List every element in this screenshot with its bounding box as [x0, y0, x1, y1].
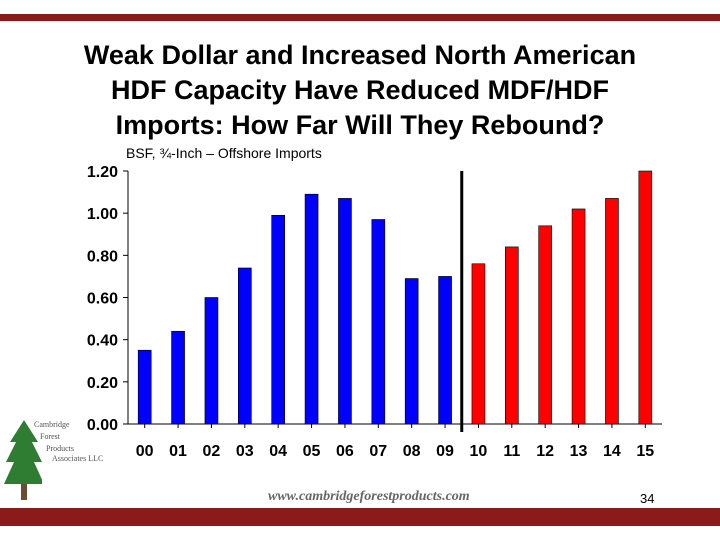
website-link[interactable]: www.cambridgeforestproducts.com: [268, 489, 470, 504]
y-tick-label: 1.20: [87, 164, 118, 181]
x-tick-label: 03: [236, 443, 254, 460]
title-line-2: HDF Capacity Have Reduced MDF/HDF: [110, 75, 610, 105]
company-logo: Cambridge Forest Products Associates LLC: [0, 412, 115, 504]
x-tick-label: 00: [136, 443, 154, 460]
x-tick-label: 10: [470, 443, 488, 460]
y-tick-label: 0.80: [87, 248, 118, 265]
tree-icon: [4, 420, 42, 500]
actual-bar: [137, 349, 152, 425]
actual-bar: [204, 297, 219, 425]
chart-subtitle: BSF, ¾-Inch – Offshore Imports: [126, 145, 322, 161]
forecast-bar: [571, 208, 586, 425]
actual-bar: [304, 193, 319, 425]
x-tick-label: 14: [603, 443, 621, 460]
logo-line-1: Cambridge: [34, 420, 70, 429]
y-tick-label: 0.20: [87, 375, 118, 392]
forecast-bar: [605, 198, 619, 425]
y-tick-label: 0.60: [87, 291, 118, 308]
y-tick-label: 0.40: [87, 333, 118, 350]
x-tick-label: 13: [570, 443, 588, 460]
x-tick-label: 15: [636, 443, 654, 460]
forecast-bar: [471, 263, 486, 425]
forecast-bar: [538, 225, 552, 425]
title-line-3: Imports: How Far Will They Rebound?: [115, 110, 605, 140]
actual-bar: [338, 198, 352, 425]
actual-bar: [371, 219, 386, 425]
top-accent-bar: [0, 14, 720, 21]
y-tick-label: 0.00: [87, 417, 118, 434]
x-tick-label: 11: [503, 443, 520, 460]
x-tick-label: 02: [203, 443, 221, 460]
logo-line-4: Associates LLC: [52, 454, 104, 463]
actual-bar: [271, 214, 285, 425]
x-tick-label: 08: [403, 443, 421, 460]
actual-bar: [238, 267, 252, 425]
forecast-bar: [638, 170, 653, 425]
logo-line-2: Forest: [40, 432, 60, 441]
page-number: 34: [640, 491, 655, 506]
forecast-bar: [505, 246, 519, 425]
title-line-1: Weak Dollar and Increased North American: [83, 40, 637, 70]
x-tick-label: 04: [269, 443, 287, 460]
x-tick-label: 12: [536, 443, 554, 460]
x-tick-label: 01: [169, 443, 187, 460]
actual-bar: [171, 330, 185, 425]
x-tick-label: 05: [303, 443, 321, 460]
bottom-accent-bar: [0, 508, 720, 526]
x-tick-label: 09: [436, 443, 454, 460]
slide-title: Weak Dollar and Increased North American…: [20, 38, 700, 143]
y-tick-label: 1.00: [87, 206, 118, 223]
x-tick-label: 06: [336, 443, 354, 460]
logo-line-3: Products: [46, 444, 74, 453]
actual-bar: [438, 276, 452, 425]
x-tick-label: 07: [369, 443, 387, 460]
actual-bar: [404, 278, 419, 425]
